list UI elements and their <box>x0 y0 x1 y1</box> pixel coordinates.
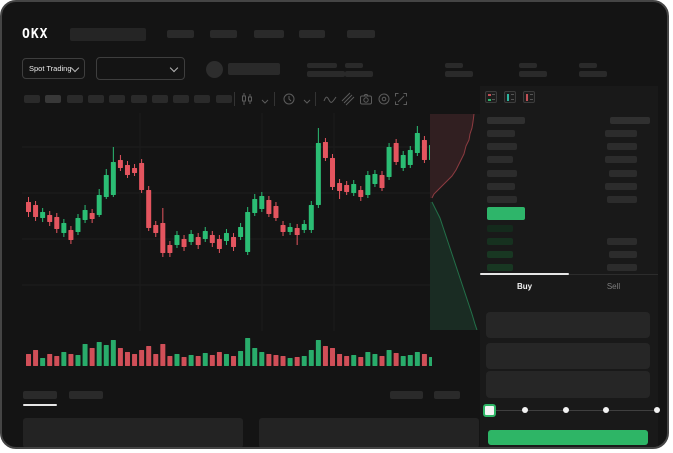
bid-price-placeholder <box>487 251 513 258</box>
chevron-down-icon <box>169 63 179 72</box>
timeframe-button[interactable] <box>109 95 126 103</box>
timeframe-button[interactable] <box>24 95 40 103</box>
bid-price-placeholder <box>487 225 513 232</box>
bid-amount-placeholder <box>607 238 637 245</box>
ask-amount-placeholder <box>605 182 637 190</box>
nav-item-placeholder[interactable] <box>167 30 194 38</box>
nav-item-placeholder[interactable] <box>254 30 284 38</box>
bottom-tab-active[interactable] <box>23 391 57 399</box>
candle-type-icon[interactable] <box>240 92 254 106</box>
book-header-price <box>487 117 525 124</box>
stat-value-placeholder <box>345 71 373 77</box>
ask-price-placeholder <box>487 143 517 151</box>
timeframe-button[interactable] <box>194 95 211 103</box>
depth-chart[interactable] <box>430 114 480 330</box>
sell-tab-label: Sell <box>606 282 621 291</box>
price-input-placeholder[interactable] <box>486 312 650 338</box>
timeframe-button[interactable] <box>45 95 62 103</box>
draw-lines-icon[interactable] <box>341 92 355 106</box>
book-bids-only-icon[interactable] <box>504 91 516 103</box>
interval-icon[interactable] <box>282 92 296 106</box>
stat-label-placeholder <box>579 63 597 68</box>
timeframe-button[interactable] <box>66 95 83 103</box>
nav-item-placeholder[interactable] <box>299 30 325 38</box>
stat-label-placeholder <box>345 63 363 68</box>
book-asks-only-icon[interactable] <box>523 91 535 103</box>
tab-sell[interactable]: Sell <box>569 282 658 302</box>
bid-amount-placeholder <box>607 264 637 271</box>
buy-tab-underline <box>480 273 569 275</box>
market-type-selector[interactable]: Spot Trading <box>22 58 85 79</box>
buy-submit-button[interactable] <box>488 430 648 445</box>
market-type-label: Spot Trading <box>29 64 72 73</box>
book-header-amount <box>610 117 650 124</box>
stat-value-placeholder <box>579 71 607 77</box>
nav-item-placeholder[interactable] <box>347 30 375 38</box>
total-input-placeholder[interactable] <box>486 371 650 398</box>
stat-value-placeholder <box>307 71 345 77</box>
slider-stop[interactable] <box>522 407 528 413</box>
volume-chart[interactable] <box>22 338 432 366</box>
chevron-down-icon[interactable] <box>300 95 314 109</box>
book-combined-icon[interactable] <box>485 91 497 103</box>
ask-price-placeholder <box>487 182 515 190</box>
chevron-down-icon[interactable] <box>258 95 272 109</box>
amount-slider-track[interactable] <box>489 410 657 411</box>
settings-circle-icon[interactable] <box>377 92 391 106</box>
bid-price-placeholder <box>487 264 513 271</box>
slider-stop[interactable] <box>563 407 569 413</box>
divider <box>234 92 235 106</box>
okx-logo[interactable]: OKX <box>22 27 49 42</box>
divider <box>274 92 275 106</box>
pair-name-placeholder <box>228 63 280 75</box>
slider-handle[interactable] <box>483 404 496 417</box>
nav-item-placeholder[interactable] <box>210 30 237 38</box>
ask-amount-placeholder <box>607 196 637 203</box>
ask-price-placeholder <box>487 196 517 203</box>
bid-amount-placeholder <box>609 251 637 258</box>
ask-price-placeholder <box>487 169 517 177</box>
chevron-down-icon <box>70 63 80 72</box>
ask-amount-placeholder <box>609 169 637 177</box>
stat-value-placeholder <box>445 71 473 77</box>
indicator-wave-icon[interactable] <box>323 92 337 106</box>
tab-divider <box>480 274 658 275</box>
orders-panel-placeholder <box>259 418 479 447</box>
ask-price-placeholder <box>487 156 513 164</box>
slider-stop[interactable] <box>603 407 609 413</box>
timeframe-button[interactable] <box>151 95 168 103</box>
tab-buy[interactable]: Buy <box>480 282 569 302</box>
timeframe-button[interactable] <box>173 95 190 103</box>
ask-price-placeholder <box>487 130 515 137</box>
last-price-bar <box>487 207 525 220</box>
timeframe-button[interactable] <box>215 95 232 103</box>
active-tab-underline <box>23 404 57 406</box>
search-input[interactable] <box>70 28 146 41</box>
ask-amount-placeholder <box>605 156 637 164</box>
orders-panel-placeholder <box>23 418 243 447</box>
amount-input-placeholder[interactable] <box>486 343 650 369</box>
slider-stop[interactable] <box>654 407 660 413</box>
stat-label-placeholder <box>519 63 537 68</box>
bottom-tab[interactable] <box>69 391 103 399</box>
timeframe-button[interactable] <box>87 95 104 103</box>
stat-value-placeholder <box>519 71 547 77</box>
divider <box>315 92 316 106</box>
ask-amount-placeholder <box>607 143 637 151</box>
ask-amount-placeholder <box>605 130 637 137</box>
bid-price-placeholder <box>487 238 513 245</box>
camera-icon[interactable] <box>359 92 373 106</box>
fullscreen-icon[interactable] <box>394 92 408 106</box>
stat-label-placeholder <box>445 63 463 68</box>
stat-label-placeholder <box>307 63 337 68</box>
buy-tab-label: Buy <box>516 282 533 291</box>
pair-dropdown[interactable] <box>96 57 185 80</box>
pair-avatar <box>206 61 223 78</box>
candlestick-chart[interactable] <box>22 113 432 331</box>
bottom-action-placeholder[interactable] <box>390 391 423 399</box>
bottom-action-placeholder[interactable] <box>434 391 460 399</box>
timeframe-button[interactable] <box>130 95 147 103</box>
